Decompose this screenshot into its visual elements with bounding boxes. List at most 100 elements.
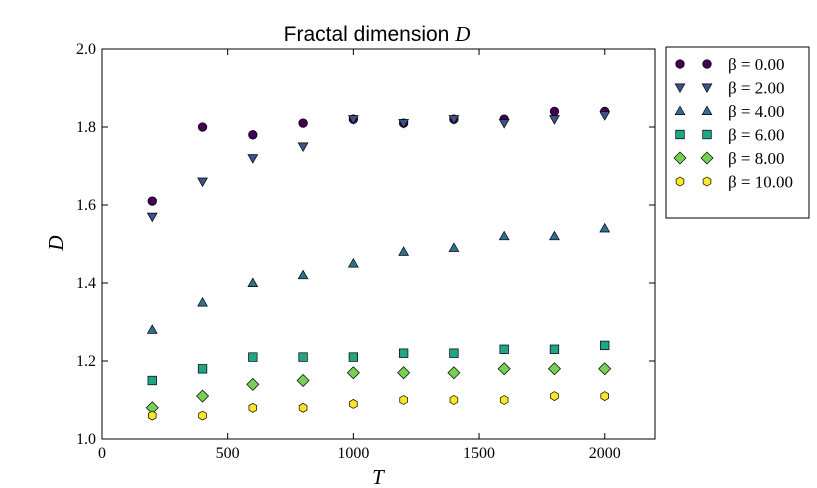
data-point xyxy=(346,366,360,380)
data-point xyxy=(198,410,207,421)
data-point xyxy=(598,362,612,376)
data-point xyxy=(499,395,509,405)
data-point xyxy=(298,118,308,128)
data-point xyxy=(297,142,309,153)
legend-entry: β = 6.00 xyxy=(675,126,785,145)
data-point xyxy=(449,395,459,405)
data-point xyxy=(148,410,157,421)
legend-marker xyxy=(674,105,686,115)
chart-title-math: D xyxy=(454,22,470,46)
x-tick-label: 500 xyxy=(216,445,240,462)
legend-marker xyxy=(701,83,713,94)
data-point xyxy=(549,230,560,241)
data-point xyxy=(600,391,609,402)
data-point xyxy=(246,377,260,391)
data-point xyxy=(196,389,210,403)
data-point xyxy=(296,374,310,387)
legend-marker xyxy=(702,176,712,187)
data-point xyxy=(147,375,157,386)
data-point xyxy=(347,115,359,125)
data-point xyxy=(298,352,308,362)
data-point xyxy=(297,269,309,280)
legend-entry: β = 2.00 xyxy=(674,79,785,98)
data-point xyxy=(600,340,610,351)
legend-label: β = 6.00 xyxy=(728,126,785,145)
data-point xyxy=(448,115,460,125)
data-point xyxy=(347,257,359,268)
data-point xyxy=(147,196,157,206)
data-point xyxy=(549,344,560,354)
legend-label: β = 8.00 xyxy=(728,149,785,168)
data-point xyxy=(550,391,559,402)
legend-label: β = 4.00 xyxy=(728,102,785,121)
data-point xyxy=(549,106,560,117)
x-tick-label: 2000 xyxy=(589,445,621,462)
legend-marker xyxy=(675,176,685,187)
legend-label: β = 2.00 xyxy=(728,79,785,98)
chart-title-text: Fractal dimension xyxy=(284,23,456,46)
x-tick-label: 0 xyxy=(98,445,106,462)
series-triangle-up xyxy=(146,222,611,334)
legend-entry: β = 0.00 xyxy=(675,55,785,74)
data-point xyxy=(497,362,511,376)
data-point xyxy=(498,230,510,241)
plot-area: 0 500 1000 1500 2000 1.0 1.2 1.4 1.6 1.8 2.0 xyxy=(76,41,656,462)
y-tick-label: 1.6 xyxy=(76,197,96,214)
data-point xyxy=(398,348,409,358)
data-point xyxy=(399,395,408,405)
legend-marker xyxy=(702,129,712,140)
legend-marker xyxy=(701,105,713,115)
data-point xyxy=(146,212,158,223)
legend-box xyxy=(665,46,810,219)
data-point xyxy=(247,277,259,287)
series-hexagon xyxy=(148,391,609,421)
legend-marker xyxy=(700,151,714,165)
data-point xyxy=(599,111,611,121)
legend-marker xyxy=(675,59,685,69)
data-point xyxy=(449,348,459,358)
y-tick-label: 2.0 xyxy=(76,41,96,58)
legend-label: β = 0.00 xyxy=(728,55,785,74)
legend-entry: β = 10.00 xyxy=(675,173,793,192)
data-point xyxy=(499,344,509,354)
chart-title: Fractal dimension D xyxy=(284,22,471,46)
data-point xyxy=(248,130,258,140)
data-point xyxy=(448,242,460,252)
data-point xyxy=(247,154,259,164)
y-tick-label: 1.8 xyxy=(76,119,96,136)
data-point xyxy=(398,119,410,129)
series-square xyxy=(147,340,610,386)
data-point xyxy=(146,324,158,334)
data-point xyxy=(549,115,560,125)
y-tick-label: 1.4 xyxy=(76,275,96,292)
legend-entry: β = 8.00 xyxy=(673,149,785,168)
legend-label: β = 10.00 xyxy=(728,173,793,192)
data-point xyxy=(197,122,208,132)
data-point xyxy=(599,222,611,233)
y-axis-label: D xyxy=(44,235,68,251)
data-point xyxy=(447,366,461,380)
legend-marker xyxy=(674,83,686,94)
y-tick-label: 1.2 xyxy=(76,353,96,370)
data-point xyxy=(197,177,208,188)
legend-entry: β = 4.00 xyxy=(674,102,785,121)
data-point xyxy=(398,246,410,256)
data-point xyxy=(397,366,411,380)
legend-marker xyxy=(673,151,687,165)
y-tick-label: 1.0 xyxy=(76,431,96,448)
legend-marker xyxy=(675,129,685,140)
data-point xyxy=(349,398,358,409)
data-point xyxy=(248,352,258,362)
x-tick-label: 1500 xyxy=(463,445,495,462)
data-point xyxy=(547,362,561,376)
data-point xyxy=(498,119,510,129)
x-tick-label: 1000 xyxy=(337,445,369,462)
series-triangle-down xyxy=(146,111,611,223)
series-diamond xyxy=(145,362,612,415)
data-point xyxy=(248,402,258,413)
legend: β = 0.00 β = 2.00 β = 4.00 β = 6.00 β = 8.00… xyxy=(665,46,810,219)
plot-frame xyxy=(101,48,656,440)
data-point xyxy=(197,296,208,307)
x-axis-label: T xyxy=(372,465,385,488)
